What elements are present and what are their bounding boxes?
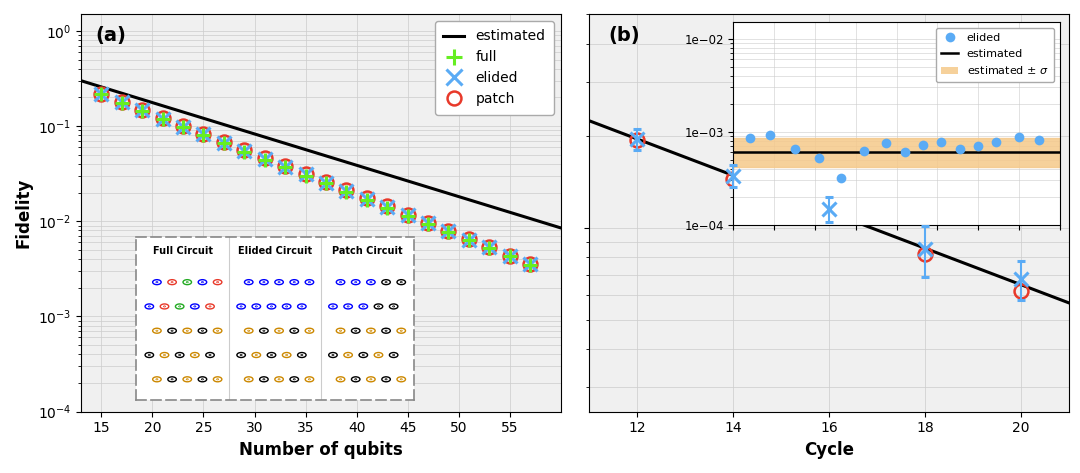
Legend: estimated, full, elided, patch: estimated, full, elided, patch [435, 21, 554, 114]
X-axis label: Number of qubits: Number of qubits [239, 441, 403, 459]
Text: (b): (b) [609, 26, 640, 45]
X-axis label: Cycle: Cycle [805, 441, 854, 459]
Text: (a): (a) [95, 26, 126, 45]
Y-axis label: Fidelity: Fidelity [14, 178, 32, 248]
